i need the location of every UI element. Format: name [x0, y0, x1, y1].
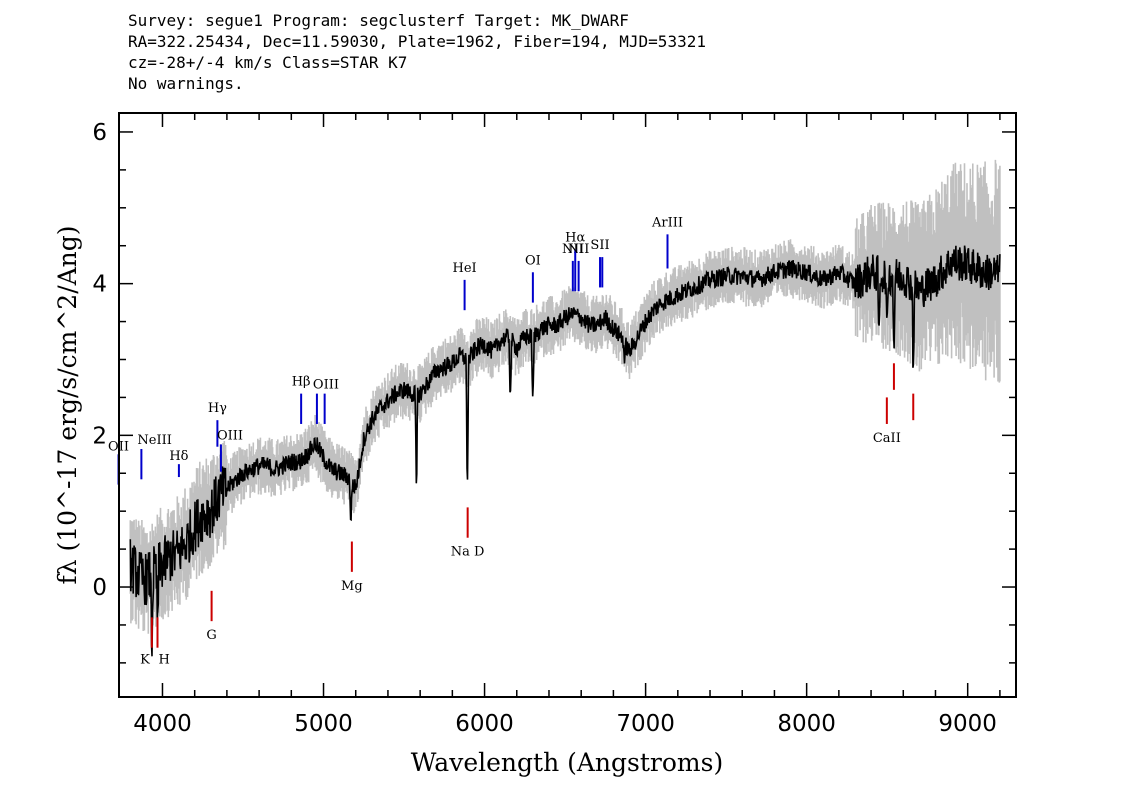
line-label: SII — [590, 238, 609, 253]
line-label: HeI — [453, 261, 477, 276]
coordinates-info: RA=322.25434, Dec=11.59030, Plate=1962, … — [128, 32, 706, 51]
x-tick-label: 5000 — [294, 711, 353, 737]
survey-info: Survey: segue1 Program: segclusterf Targ… — [128, 11, 629, 30]
y-tick-label: 2 — [92, 423, 107, 449]
y-tick-label: 6 — [92, 120, 107, 146]
x-tick-label: 9000 — [938, 711, 997, 737]
line-label: OIII — [313, 378, 339, 393]
line-label: Mg — [341, 579, 363, 594]
line-label: Hα — [565, 231, 585, 246]
flux-series — [129, 245, 1001, 657]
line-label: NII — [568, 242, 590, 257]
line-label: Na D — [451, 545, 485, 560]
line-label: ArIII — [651, 215, 683, 230]
line-label: H — [158, 653, 169, 668]
spectrum-header: Survey: segue1 Program: segclusterf Targ… — [128, 10, 706, 94]
y-axis-title: fλ (10^-17 erg/s/cm^2/Ang) — [53, 225, 82, 584]
x-axis-title: Wavelength (Angstroms) — [411, 748, 723, 777]
line-label: NII — [562, 242, 584, 257]
line-label: G — [206, 628, 216, 643]
line-label: Hγ — [208, 401, 227, 416]
line-label: CaII — [873, 431, 901, 446]
line-label: OI — [525, 253, 541, 268]
x-tick-label: 4000 — [133, 711, 192, 737]
line-label: Hδ — [169, 449, 188, 464]
line-label: NeIII — [137, 433, 171, 448]
redshift-class-info: cz=-28+/-4 km/s Class=STAR K7 — [128, 53, 408, 72]
flux-layer — [129, 245, 1001, 657]
plot-frame — [118, 112, 1017, 698]
y-tick-label: 4 — [92, 272, 107, 298]
line-label: Hβ — [292, 375, 311, 390]
y-tick-label: 0 — [92, 575, 107, 601]
x-tick-label: 7000 — [616, 711, 675, 737]
warnings-info: No warnings. — [128, 74, 244, 93]
x-tick-label: 6000 — [455, 711, 514, 737]
axes-layer: 4000 5000 6000 7000 8000 9000 0 2 4 6 — [92, 112, 1017, 737]
line-label: OIII — [217, 428, 243, 443]
line-label: K — [140, 653, 150, 668]
x-tick-label: 8000 — [777, 711, 836, 737]
